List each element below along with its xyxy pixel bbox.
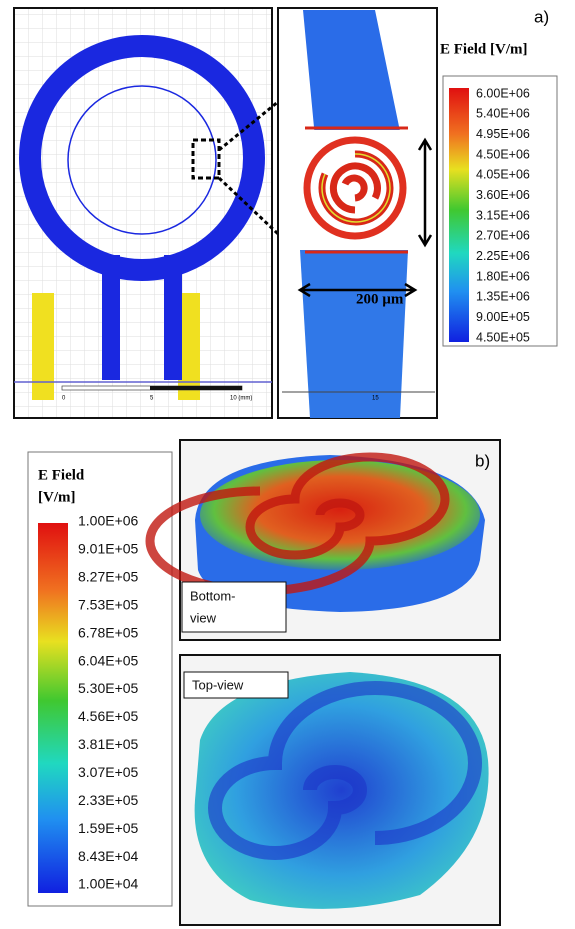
colorbar-tick-label: 2.70E+06 [476,229,530,243]
colorbar-tick-label: 6.00E+06 [476,86,530,100]
colorbar-tick-label: 2.25E+06 [476,249,530,263]
colorbar-tick-label: 8.27E+05 [78,569,139,585]
panel-label: a) [534,7,549,26]
colorbar-tick-label: 1.00E+04 [78,876,139,892]
view-label: Top-view [192,677,244,692]
colorbar-tick-label: 4.95E+06 [476,127,530,141]
colorbar-tick-label: 4.50E+06 [476,147,530,161]
zoom-view [278,8,437,418]
colorbar-tick-label: 4.05E+06 [476,168,530,182]
colorbar [449,88,469,342]
colorbar-tick-label: 3.15E+06 [476,208,530,222]
ruler-label: 10 (mm) [230,396,252,402]
colorbar-tick-label: 4.56E+05 [78,708,139,724]
colorbar-tick-label: 7.53E+05 [78,596,139,612]
colorbar-tick-label: 3.81E+05 [78,736,139,752]
colorbar-title: E Field [V/m] [440,41,528,57]
colorbar-tick-label: 1.35E+06 [476,290,530,304]
colorbar-tick-label: 1.00E+06 [78,513,139,529]
panel-label: b) [475,451,490,470]
colorbar-tick-label: 6.04E+05 [78,652,139,668]
antenna-layout [14,8,295,418]
ruler-label: 15 [372,396,379,402]
figure: a) E Field [V/m] 200 µm 0 5 10 (mm) 15 E… [0,0,575,929]
colorbar-tick-label: 9.00E+05 [476,310,530,324]
colorbar-tick-label: 6.78E+05 [78,624,139,640]
colorbar-tick-label: 8.43E+04 [78,848,139,864]
scale-bar-label: 200 µm [356,291,404,307]
colorbar-tick-label: 4.50E+05 [476,330,530,344]
colorbar-title: [V/m] [38,489,76,505]
colorbar-tick-label: 1.80E+06 [476,269,530,283]
colorbar-tick-label: 5.30E+05 [78,680,139,696]
colorbar-tick-label: 2.33E+05 [78,792,139,808]
colorbar-tick-label: 9.01E+05 [78,541,139,557]
view-label: view [190,610,217,625]
colorbar-tick-label: 1.59E+05 [78,820,139,836]
colorbar-tick-label: 3.60E+06 [476,188,530,202]
top-view-image [180,655,500,925]
colorbar-title: E Field [38,467,85,483]
view-label: Bottom- [190,588,236,603]
colorbar [38,523,68,893]
colorbar-tick-label: 3.07E+05 [78,764,139,780]
colorbar-tick-label: 5.40E+06 [476,107,530,121]
